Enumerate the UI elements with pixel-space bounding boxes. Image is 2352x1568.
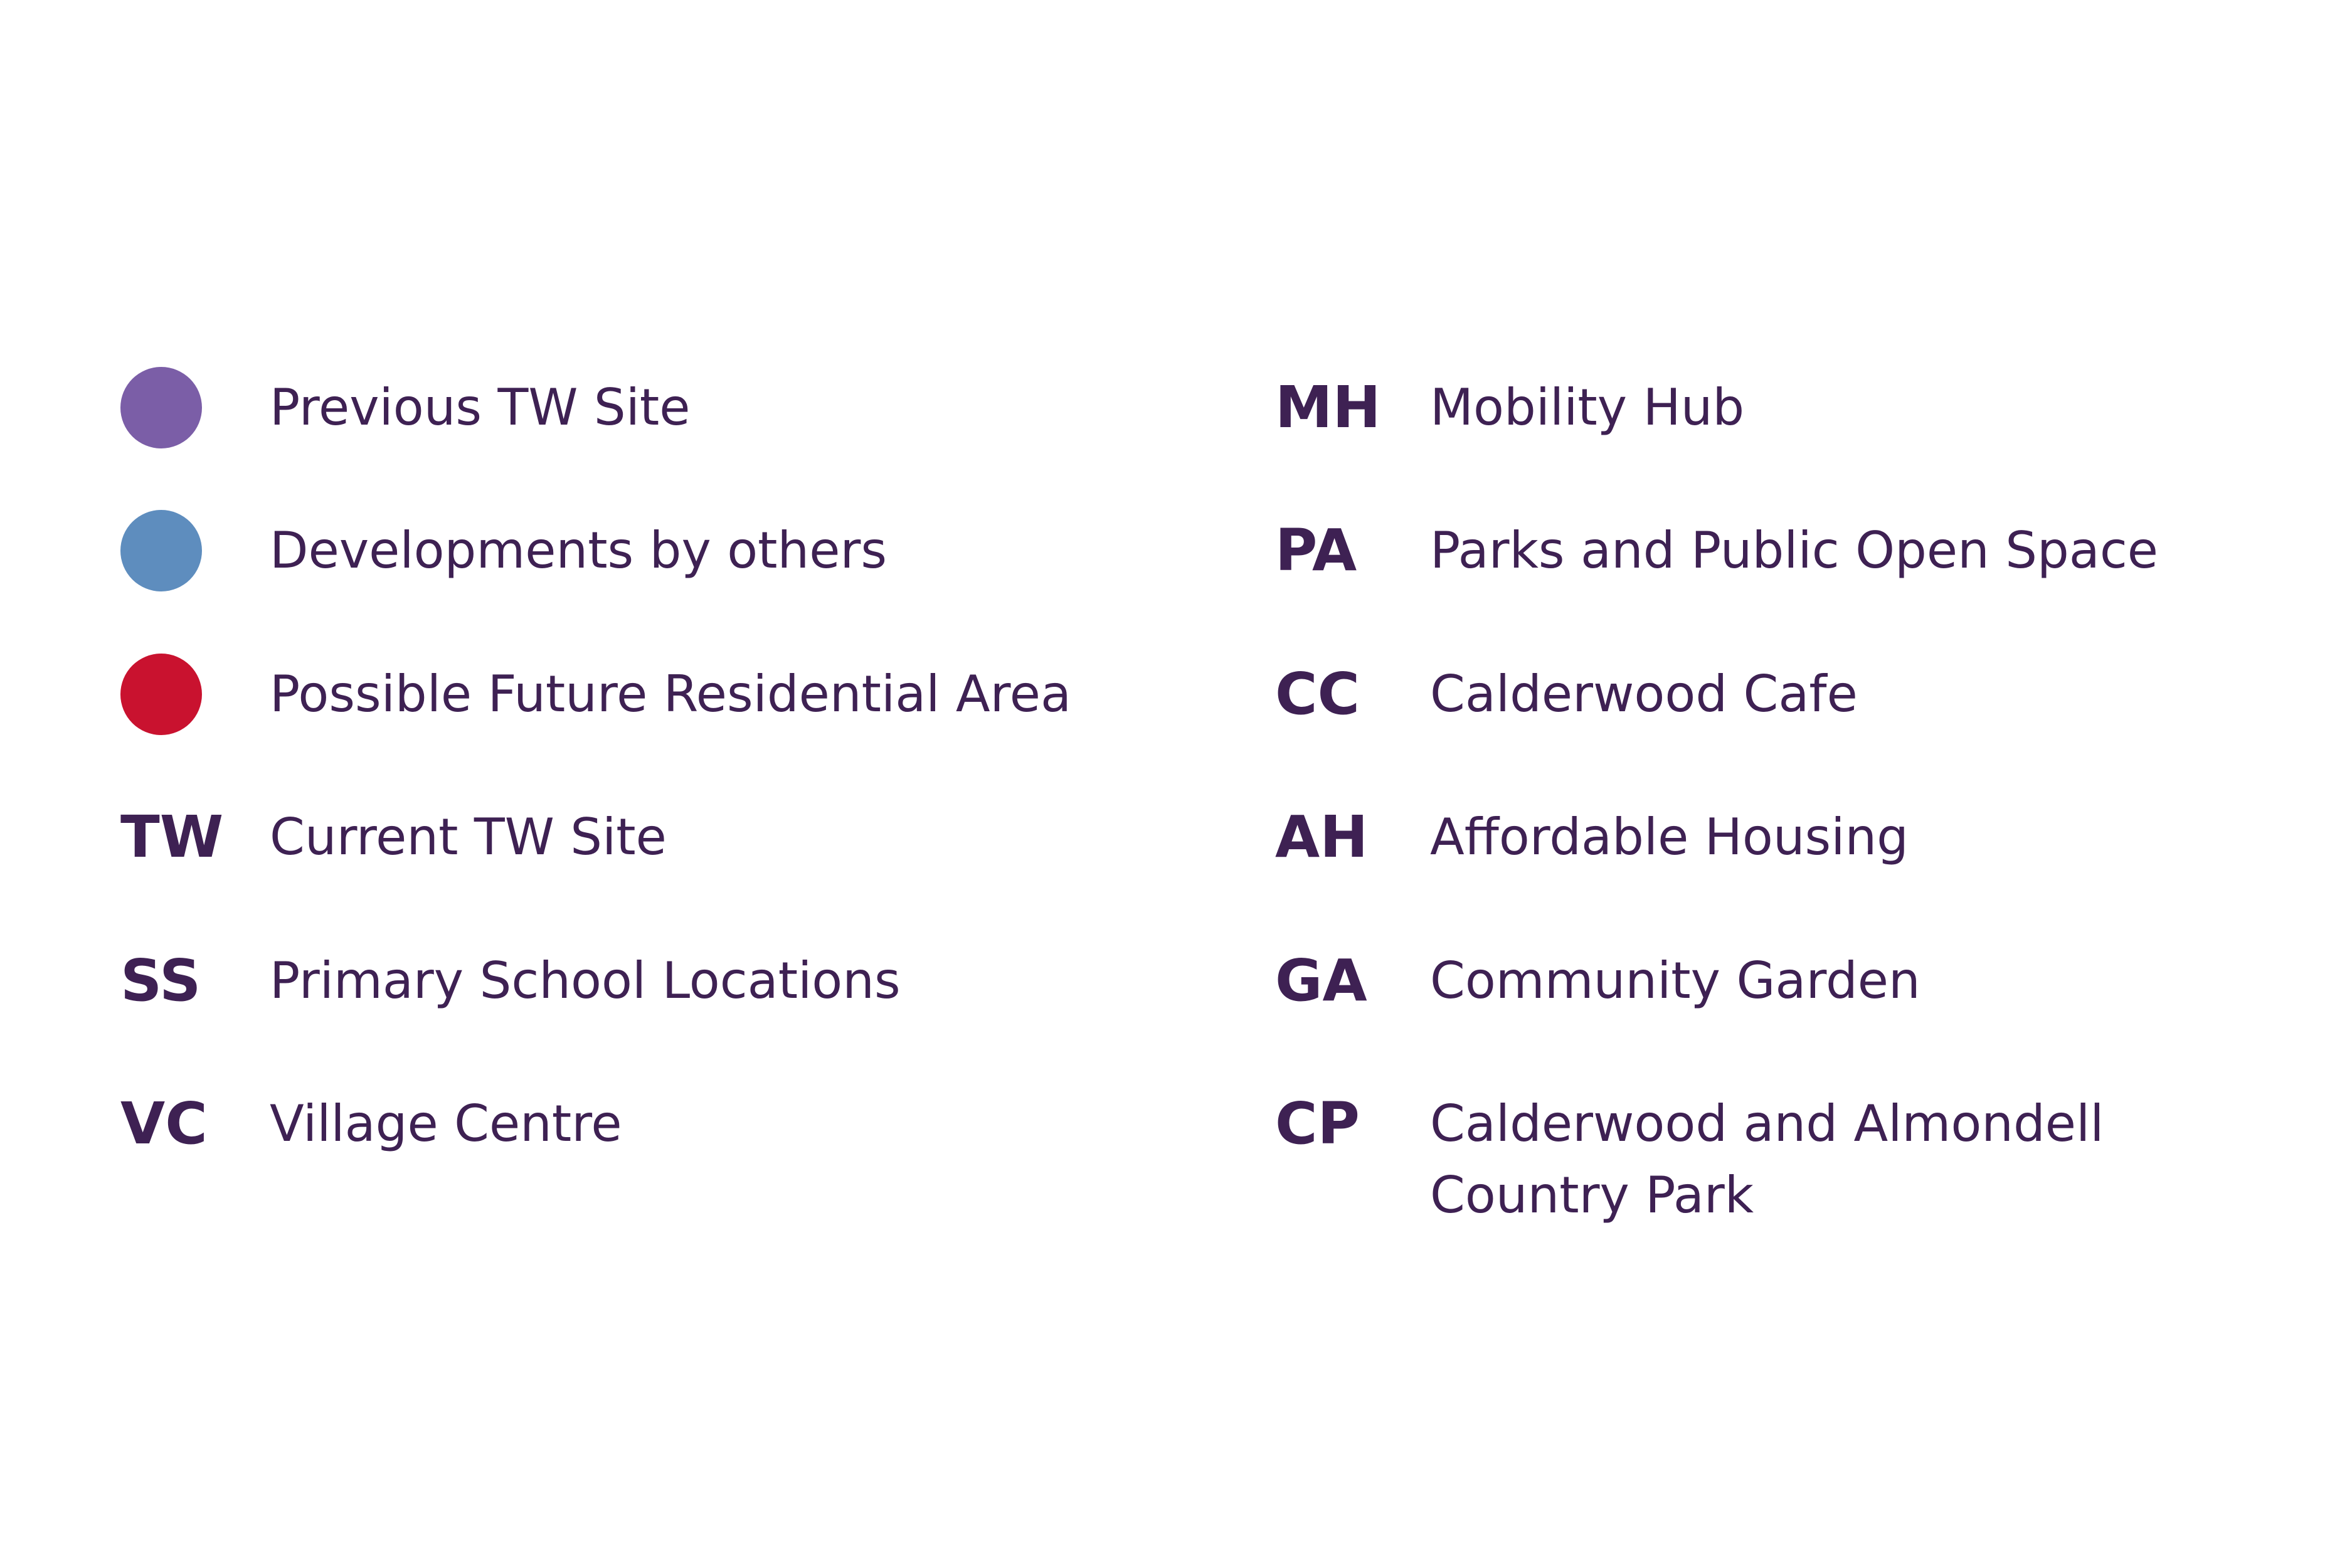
previous-tw-site-circle-icon — [120, 367, 202, 448]
legend-row: Possible Future Residential Area — [120, 654, 1210, 735]
legend-key-cc: CC — [1275, 660, 1360, 728]
legend-row: CP Calderwood and Almondell Country Park — [1275, 1088, 2233, 1231]
legend-row: Previous TW Site — [120, 367, 1210, 448]
legend-label: Calderwood Cafe — [1430, 665, 1858, 723]
legend-key-ah: AH — [1275, 803, 1369, 871]
legend-row: MH Mobility Hub — [1275, 372, 2233, 443]
legend-label: Parks and Public Open Space — [1430, 521, 2159, 580]
legend-row: PA Parks and Public Open Space — [1275, 515, 2233, 586]
legend-key-cell: TW — [120, 802, 270, 873]
legend-key-mh: MH — [1275, 374, 1381, 441]
legend-label: Primary School Locations — [270, 951, 901, 1010]
legend-key-cell: PA — [1275, 515, 1430, 586]
legend-key-cell — [120, 367, 270, 448]
legend-label: Current TW Site — [270, 808, 667, 866]
legend-label: Possible Future Residential Area — [270, 665, 1071, 723]
legend-key-cell — [120, 510, 270, 591]
legend-label: Previous TW Site — [270, 378, 691, 437]
legend-label: Affordable Housing — [1430, 808, 1909, 866]
legend-label: Village Centre — [270, 1094, 622, 1153]
legend-key-cell: SS — [120, 945, 270, 1017]
legend-key-cp: CP — [1275, 1090, 1360, 1157]
legend-key-ss: SS — [120, 947, 201, 1014]
legend-key-cell: VC — [120, 1088, 270, 1160]
legend-key-pa: PA — [1275, 517, 1357, 584]
legend-key-cell: MH — [1275, 372, 1430, 443]
legend-key-cell: GA — [1275, 945, 1430, 1017]
legend-row: GA Community Garden — [1275, 945, 2233, 1017]
possible-future-residential-circle-icon — [120, 654, 202, 735]
developments-by-others-circle-icon — [120, 510, 202, 591]
legend-row: CC Calderwood Cafe — [1275, 659, 2233, 730]
legend-key-cell — [120, 654, 270, 735]
legend-key-tw: TW — [120, 803, 224, 871]
legend-row: TW Current TW Site — [120, 802, 1210, 873]
legend-key-vc: VC — [120, 1090, 208, 1157]
legend-label: Mobility Hub — [1430, 378, 1745, 437]
legend-label: Community Garden — [1430, 951, 1920, 1010]
legend-row: VC Village Centre — [120, 1088, 1210, 1160]
legend-row: Developments by others — [120, 510, 1210, 591]
legend-row: AH Affordable Housing — [1275, 802, 2233, 873]
legend-label: Developments by others — [270, 521, 887, 580]
legend-key-cell: CP — [1275, 1088, 1430, 1160]
legend-label: Calderwood and Almondell Country Park — [1430, 1094, 2104, 1224]
legend-key-cell: AH — [1275, 802, 1430, 873]
legend-key-ga: GA — [1275, 947, 1367, 1014]
legend-row: SS Primary School Locations — [120, 945, 1210, 1017]
legend-key-cell: CC — [1275, 659, 1430, 730]
